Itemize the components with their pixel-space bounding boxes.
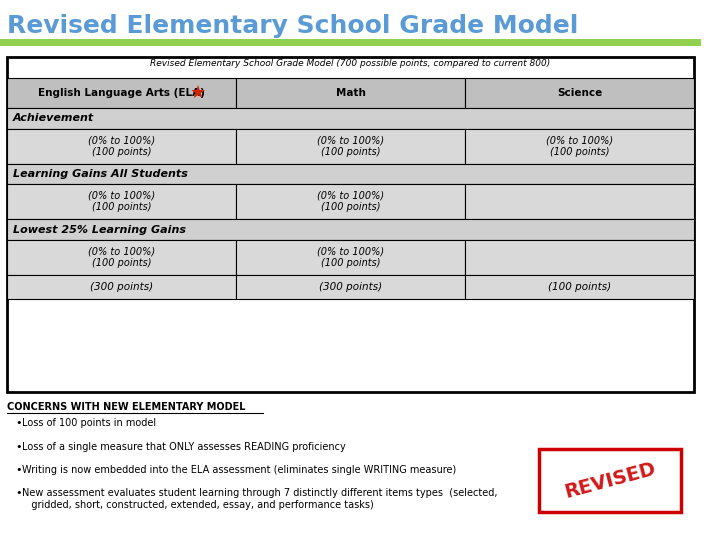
- FancyBboxPatch shape: [236, 129, 465, 164]
- FancyBboxPatch shape: [7, 184, 236, 219]
- Text: Loss of a single measure that ONLY assesses READING proficiency: Loss of a single measure that ONLY asses…: [22, 442, 346, 452]
- Text: (0% to 100%)
(100 points): (0% to 100%) (100 points): [88, 246, 155, 268]
- FancyBboxPatch shape: [0, 39, 701, 46]
- FancyBboxPatch shape: [7, 240, 236, 275]
- Text: Math: Math: [336, 88, 366, 98]
- FancyBboxPatch shape: [465, 78, 694, 108]
- FancyBboxPatch shape: [465, 129, 694, 164]
- Text: (0% to 100%)
(100 points): (0% to 100%) (100 points): [88, 191, 155, 213]
- Text: ★: ★: [189, 84, 205, 102]
- Text: (0% to 100%)
(100 points): (0% to 100%) (100 points): [317, 136, 384, 157]
- Text: Lowest 25% Learning Gains: Lowest 25% Learning Gains: [13, 225, 186, 234]
- FancyBboxPatch shape: [236, 240, 465, 275]
- FancyBboxPatch shape: [236, 78, 465, 108]
- FancyBboxPatch shape: [7, 78, 236, 108]
- Text: •: •: [15, 442, 22, 452]
- FancyBboxPatch shape: [7, 57, 694, 392]
- FancyBboxPatch shape: [7, 275, 236, 299]
- FancyBboxPatch shape: [465, 184, 694, 219]
- Text: Revised Elementary School Grade Model: Revised Elementary School Grade Model: [7, 14, 578, 37]
- FancyBboxPatch shape: [465, 240, 694, 275]
- Text: Science: Science: [557, 88, 602, 98]
- Text: (0% to 100%)
(100 points): (0% to 100%) (100 points): [88, 136, 155, 157]
- Text: Writing is now embedded into the ELA assessment (eliminates single WRITING measu: Writing is now embedded into the ELA ass…: [22, 465, 456, 475]
- FancyBboxPatch shape: [7, 129, 236, 164]
- Text: Achievement: Achievement: [13, 113, 94, 123]
- Text: •: •: [15, 418, 22, 429]
- Text: CONCERNS WITH NEW ELEMENTARY MODEL: CONCERNS WITH NEW ELEMENTARY MODEL: [7, 402, 246, 413]
- Text: Learning Gains All Students: Learning Gains All Students: [13, 169, 187, 179]
- Text: English Language Arts (ELA): English Language Arts (ELA): [38, 88, 205, 98]
- Text: •: •: [15, 488, 22, 498]
- FancyBboxPatch shape: [7, 164, 694, 184]
- FancyBboxPatch shape: [236, 184, 465, 219]
- Text: (0% to 100%)
(100 points): (0% to 100%) (100 points): [317, 191, 384, 213]
- Text: Revised Elementary School Grade Model (700 possible points, compared to current : Revised Elementary School Grade Model (7…: [150, 59, 551, 69]
- Text: (300 points): (300 points): [319, 282, 382, 292]
- Text: New assessment evaluates student learning through 7 distinctly different items t: New assessment evaluates student learnin…: [22, 488, 498, 510]
- Text: Loss of 100 points in model: Loss of 100 points in model: [22, 418, 156, 429]
- FancyBboxPatch shape: [7, 108, 694, 129]
- Text: •: •: [15, 465, 22, 475]
- FancyBboxPatch shape: [236, 275, 465, 299]
- Text: (100 points): (100 points): [548, 282, 611, 292]
- Text: (0% to 100%)
(100 points): (0% to 100%) (100 points): [546, 136, 613, 157]
- Text: (0% to 100%)
(100 points): (0% to 100%) (100 points): [317, 246, 384, 268]
- FancyBboxPatch shape: [7, 219, 694, 240]
- FancyBboxPatch shape: [465, 275, 694, 299]
- Text: (300 points): (300 points): [90, 282, 153, 292]
